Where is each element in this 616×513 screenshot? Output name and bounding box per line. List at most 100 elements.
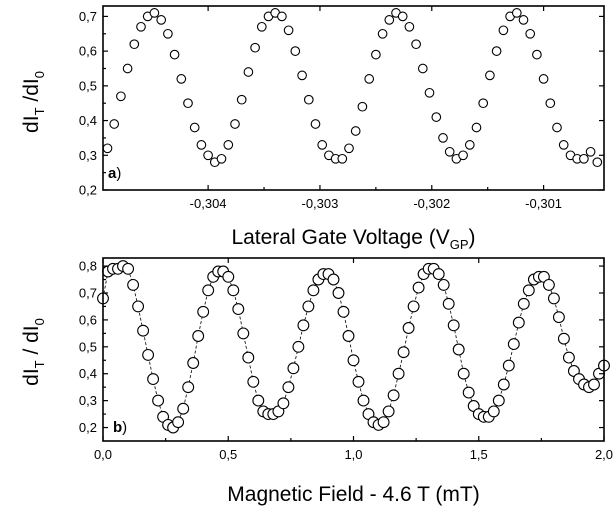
data-point	[176, 74, 187, 84]
data-point	[310, 119, 321, 129]
data-point	[377, 28, 388, 39]
data-point	[402, 322, 415, 334]
data-point	[552, 311, 565, 324]
y-axis-title: dIT / dI0	[20, 318, 47, 386]
data-point	[232, 303, 245, 316]
x-axis-title: Lateral Gate Voltage (VGP)	[231, 226, 475, 252]
data-point	[352, 375, 365, 388]
y-tick-label: 0,7	[79, 9, 97, 24]
data-point	[377, 416, 390, 429]
data-point	[147, 373, 160, 386]
y-tick-label: 0,6	[79, 44, 97, 59]
data-point	[247, 375, 260, 388]
data-point	[437, 278, 450, 291]
y-tick-label: 0,3	[79, 393, 97, 408]
y-tick-label: 0,3	[79, 148, 97, 163]
data-point	[102, 143, 113, 154]
data-point	[202, 284, 215, 297]
x-tick-label: -0,304	[190, 196, 227, 211]
x-tick-label: 1,5	[470, 447, 488, 462]
data-point	[236, 94, 247, 105]
data-point	[432, 268, 445, 281]
data-point	[538, 74, 549, 84]
data-point	[387, 389, 400, 402]
data-point	[350, 126, 361, 136]
data-point	[317, 140, 328, 150]
data-point	[307, 284, 320, 297]
data-point	[512, 316, 525, 329]
data-point	[384, 15, 395, 25]
data-point	[442, 297, 455, 310]
data-point	[327, 273, 340, 286]
x-tick-label: -0,301	[525, 196, 562, 211]
data-point	[592, 157, 603, 168]
data-point	[404, 21, 415, 32]
y-tick-label: 0,5	[79, 78, 97, 93]
data-point	[412, 281, 425, 294]
data-point	[392, 367, 405, 380]
data-point	[487, 405, 500, 418]
data-point	[116, 91, 126, 102]
data-point	[347, 354, 360, 367]
data-point	[183, 98, 193, 109]
data-point	[397, 11, 408, 22]
data-point	[397, 346, 410, 359]
data-point	[431, 112, 442, 122]
y-tick-label: 0,5	[79, 339, 97, 354]
y-tick-label: 0,4	[79, 113, 97, 128]
panel-b: 0,0 0,5 1,0 1,5 2,0 0,2 0,3 0,4 0,5 0,6 0,7 0,8 Magn…	[20, 257, 613, 506]
data-point	[357, 394, 370, 407]
data-point	[290, 46, 301, 56]
data-point	[491, 46, 502, 56]
data-point	[337, 305, 350, 318]
data-point	[457, 367, 470, 380]
data-point	[297, 70, 307, 81]
data-point	[189, 122, 200, 133]
data-point	[444, 146, 455, 157]
data-point	[557, 332, 570, 345]
data-point	[203, 150, 213, 161]
data-point	[132, 300, 145, 313]
data-point	[169, 49, 180, 60]
data-point	[552, 122, 562, 133]
data-point	[196, 140, 207, 150]
data-point	[471, 122, 482, 133]
data-point	[518, 15, 529, 25]
y-tick-label: 0,7	[79, 285, 97, 300]
data-point	[438, 133, 448, 143]
data-point	[492, 394, 505, 407]
data-point	[149, 8, 160, 18]
data-point	[283, 25, 294, 36]
data-point	[447, 319, 460, 332]
data-point	[122, 63, 133, 74]
data-point	[502, 359, 515, 372]
data-point	[256, 21, 267, 32]
data-point	[222, 270, 235, 283]
data-point	[252, 394, 265, 407]
data-point	[558, 140, 569, 150]
data-point	[579, 153, 589, 164]
data-point	[163, 28, 173, 39]
data-point	[407, 300, 420, 313]
y-tick-label: 0,6	[79, 312, 97, 327]
data-point	[464, 140, 475, 150]
panel-label: a)	[108, 165, 121, 182]
data-point	[172, 416, 185, 429]
y-tick-label: 0,4	[79, 366, 97, 381]
data-point	[152, 394, 165, 407]
plot-frame	[102, 5, 605, 191]
data-point	[230, 119, 240, 129]
data-point	[517, 297, 530, 310]
data-point	[197, 305, 210, 318]
data-point	[337, 153, 348, 164]
data-point	[129, 39, 140, 50]
data-point	[277, 397, 290, 410]
data-point	[342, 330, 355, 342]
data-point	[277, 11, 287, 22]
x-tick-label: 0,5	[219, 447, 237, 462]
y-axis-title: dIT /dI0	[20, 71, 47, 133]
data-point	[192, 330, 205, 342]
data-point	[542, 278, 555, 291]
data-point	[382, 405, 395, 418]
data-point	[545, 98, 556, 109]
